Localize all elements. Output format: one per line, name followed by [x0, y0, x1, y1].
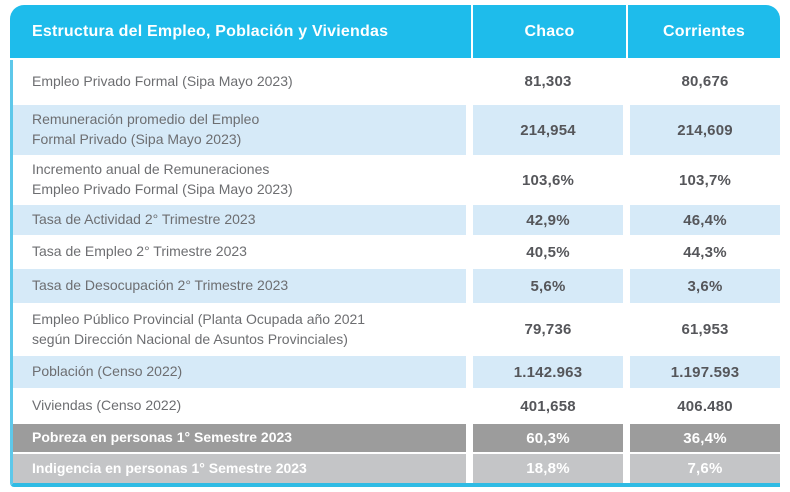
corrientes-value: 214,609: [630, 105, 780, 155]
chaco-value: 81,303: [473, 60, 623, 103]
chaco-value: 40,5%: [473, 237, 623, 267]
chaco-value: 103,6%: [473, 157, 623, 203]
table-body: Empleo Privado Formal (Sipa Mayo 2023) 8…: [10, 60, 780, 487]
row-label: Incremento anual de Remuneraciones Emple…: [13, 157, 466, 203]
chaco-value: 60,3%: [473, 424, 623, 452]
table-row: Tasa de Actividad 2° Trimestre 2023 42,9…: [13, 205, 780, 235]
corrientes-value: 1.197.593: [630, 356, 780, 388]
row-label: Tasa de Desocupación 2° Trimestre 2023: [13, 269, 466, 303]
corrientes-value: 406.480: [630, 390, 780, 422]
table-header-row: Estructura del Empleo, Población y Vivie…: [10, 5, 780, 58]
corrientes-value: 7,6%: [630, 454, 780, 483]
row-label: Indigencia en personas 1° Semestre 2023: [13, 454, 466, 483]
corrientes-value: 103,7%: [630, 157, 780, 203]
row-label: Viviendas (Censo 2022): [13, 390, 466, 422]
corrientes-value: 46,4%: [630, 205, 780, 235]
chaco-value: 1.142.963: [473, 356, 623, 388]
chaco-value: 79,736: [473, 305, 623, 354]
corrientes-value: 3,6%: [630, 269, 780, 303]
chaco-value: 401,658: [473, 390, 623, 422]
table-row: Remuneración promedio del Empleo Formal …: [13, 105, 780, 155]
corrientes-value: 80,676: [630, 60, 780, 103]
corrientes-value: 44,3%: [630, 237, 780, 267]
row-label: Empleo Privado Formal (Sipa Mayo 2023): [13, 60, 466, 103]
table-row: Indigencia en personas 1° Semestre 2023 …: [13, 454, 780, 483]
row-label: Remuneración promedio del Empleo Formal …: [13, 105, 466, 155]
row-label: Población (Censo 2022): [13, 356, 466, 388]
table-row: Viviendas (Censo 2022) 401,658 406.480: [13, 390, 780, 422]
row-label: Pobreza en personas 1° Semestre 2023: [13, 424, 466, 452]
chaco-value: 18,8%: [473, 454, 623, 483]
table-row: Empleo Privado Formal (Sipa Mayo 2023) 8…: [13, 60, 780, 103]
row-label: Tasa de Actividad 2° Trimestre 2023: [13, 205, 466, 235]
table-row: Tasa de Empleo 2° Trimestre 2023 40,5% 4…: [13, 237, 780, 267]
chaco-value: 42,9%: [473, 205, 623, 235]
table-row: Pobreza en personas 1° Semestre 2023 60,…: [13, 424, 780, 452]
table-row: Población (Censo 2022) 1.142.963 1.197.5…: [13, 356, 780, 388]
table-row: Incremento anual de Remuneraciones Emple…: [13, 157, 780, 203]
row-label: Tasa de Empleo 2° Trimestre 2023: [13, 237, 466, 267]
corrientes-value: 36,4%: [630, 424, 780, 452]
row-label: Empleo Público Provincial (Planta Ocupad…: [13, 305, 466, 354]
chaco-value: 5,6%: [473, 269, 623, 303]
table-title: Estructura del Empleo, Población y Vivie…: [10, 5, 471, 58]
table-row: Tasa de Desocupación 2° Trimestre 2023 5…: [13, 269, 780, 303]
chaco-value: 214,954: [473, 105, 623, 155]
stats-table: Estructura del Empleo, Población y Vivie…: [10, 5, 780, 487]
column-header-corrientes: Corrientes: [628, 5, 780, 58]
corrientes-value: 61,953: [630, 305, 780, 354]
column-header-chaco: Chaco: [473, 5, 626, 58]
table-row: Empleo Público Provincial (Planta Ocupad…: [13, 305, 780, 354]
